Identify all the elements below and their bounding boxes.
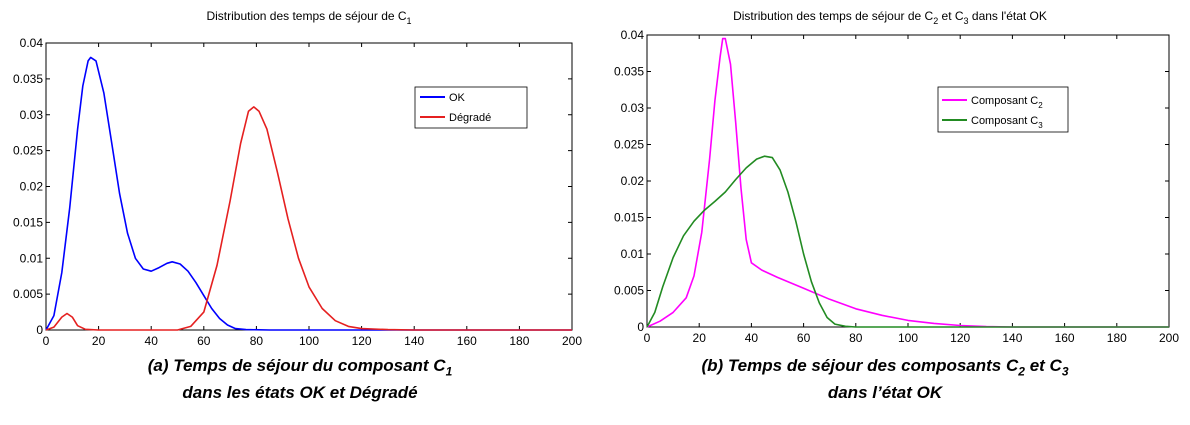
y-tick-label: 0.005 — [614, 284, 644, 298]
y-tick-label: 0.015 — [13, 215, 43, 229]
y-tick-label: 0.025 — [13, 144, 43, 158]
x-tick-label: 180 — [1107, 331, 1127, 345]
y-tick-label: 0.035 — [614, 65, 644, 79]
caption-b-line2: dans l’état OK — [827, 383, 943, 403]
x-tick-label: 180 — [509, 334, 529, 348]
series-line-0 — [45, 56, 572, 331]
series-line-0 — [646, 37, 1169, 328]
x-tick-label: 80 — [849, 331, 863, 345]
x-tick-label: 140 — [404, 334, 424, 348]
x-tick-label: 40 — [745, 331, 759, 345]
x-tick-label: 0 — [43, 334, 50, 348]
chart-b: Distribution des temps de séjour de C2 e… — [614, 9, 1179, 345]
chart-b-axes: 0 20 40 60 80 100 120 140 160 180 200 0 0.005 0.01 0.0… — [614, 28, 1179, 345]
x-tick-label: 200 — [1159, 331, 1179, 345]
x-tick-label: 160 — [1055, 331, 1075, 345]
x-tick-label: 100 — [299, 334, 319, 348]
chart-a: Distribution des temps de séjour de C1 0… — [13, 9, 582, 348]
legend-label-ok: OK — [449, 92, 466, 104]
chart-b-series — [646, 37, 1169, 328]
y-tick-label: 0.035 — [13, 72, 43, 86]
x-tick-label: 160 — [457, 334, 477, 348]
chart-panel-b: Distribution des temps de séjour de C2 e… — [595, 0, 1190, 425]
y-tick-label: 0.04 — [20, 36, 44, 50]
chart-b-title: Distribution des temps de séjour de C2 e… — [733, 9, 1047, 26]
legend-box — [414, 86, 528, 129]
chart-b-legend: Composant C2 Composant C3 — [937, 86, 1069, 133]
x-tick-label: 120 — [352, 334, 372, 348]
x-tick-label: 100 — [898, 331, 918, 345]
y-tick-label: 0.025 — [614, 138, 644, 152]
y-tick-label: 0 — [36, 323, 43, 337]
legend-label-degrade: Dégradé — [449, 112, 491, 124]
x-tick-label: 80 — [250, 334, 264, 348]
legend-label-c3: Composant C3 — [971, 115, 1043, 130]
plot-area-frame — [646, 34, 1170, 328]
chart-panel-a: Distribution des temps de séjour de C1 0… — [13, 9, 582, 404]
series-line-1 — [45, 106, 572, 331]
y-tick-label: 0.03 — [621, 101, 645, 115]
y-tick-label: 0 — [637, 320, 644, 334]
y-tick-label: 0.03 — [20, 108, 44, 122]
chart-a-legend: OK Dégradé — [414, 86, 528, 129]
x-tick-label: 140 — [1002, 331, 1022, 345]
x-tick-label: 20 — [92, 334, 106, 348]
y-tick-label: 0.005 — [13, 287, 43, 301]
y-tick-label: 0.01 — [621, 247, 645, 261]
legend-box — [937, 86, 1069, 133]
x-tick-label: 120 — [950, 331, 970, 345]
caption-b-line1: (b) Temps de séjour des composants C2 et… — [701, 356, 1069, 379]
y-tick-label: 0.015 — [614, 211, 644, 225]
y-tick-label: 0.04 — [621, 28, 645, 42]
series-line-1 — [646, 155, 1169, 328]
caption-a: (a) Temps de séjour du composant C1 dans… — [60, 355, 540, 404]
x-tick-label: 200 — [562, 334, 582, 348]
x-tick-label: 60 — [797, 331, 811, 345]
y-tick-label: 0.02 — [20, 180, 44, 194]
y-tick-label: 0.02 — [621, 174, 645, 188]
caption-b: (b) Temps de séjour des composants C2 et… — [615, 355, 1155, 404]
chart-a-title: Distribution des temps de séjour de C1 — [206, 9, 411, 26]
y-tick-label: 0.01 — [20, 251, 44, 265]
chart-a-axes: 0 20 40 60 80 100 120 140 160 180 200 0 0.005 0.01 0.0… — [13, 36, 582, 348]
legend-label-c2: Composant C2 — [971, 95, 1043, 110]
x-tick-label: 20 — [693, 331, 707, 345]
caption-a-line2: dans les états OK et Dégradé — [182, 383, 418, 403]
chart-a-series — [45, 56, 572, 331]
x-tick-label: 60 — [197, 334, 211, 348]
x-tick-label: 0 — [644, 331, 651, 345]
caption-a-line1: (a) Temps de séjour du composant C1 — [147, 356, 453, 379]
x-tick-label: 40 — [145, 334, 159, 348]
